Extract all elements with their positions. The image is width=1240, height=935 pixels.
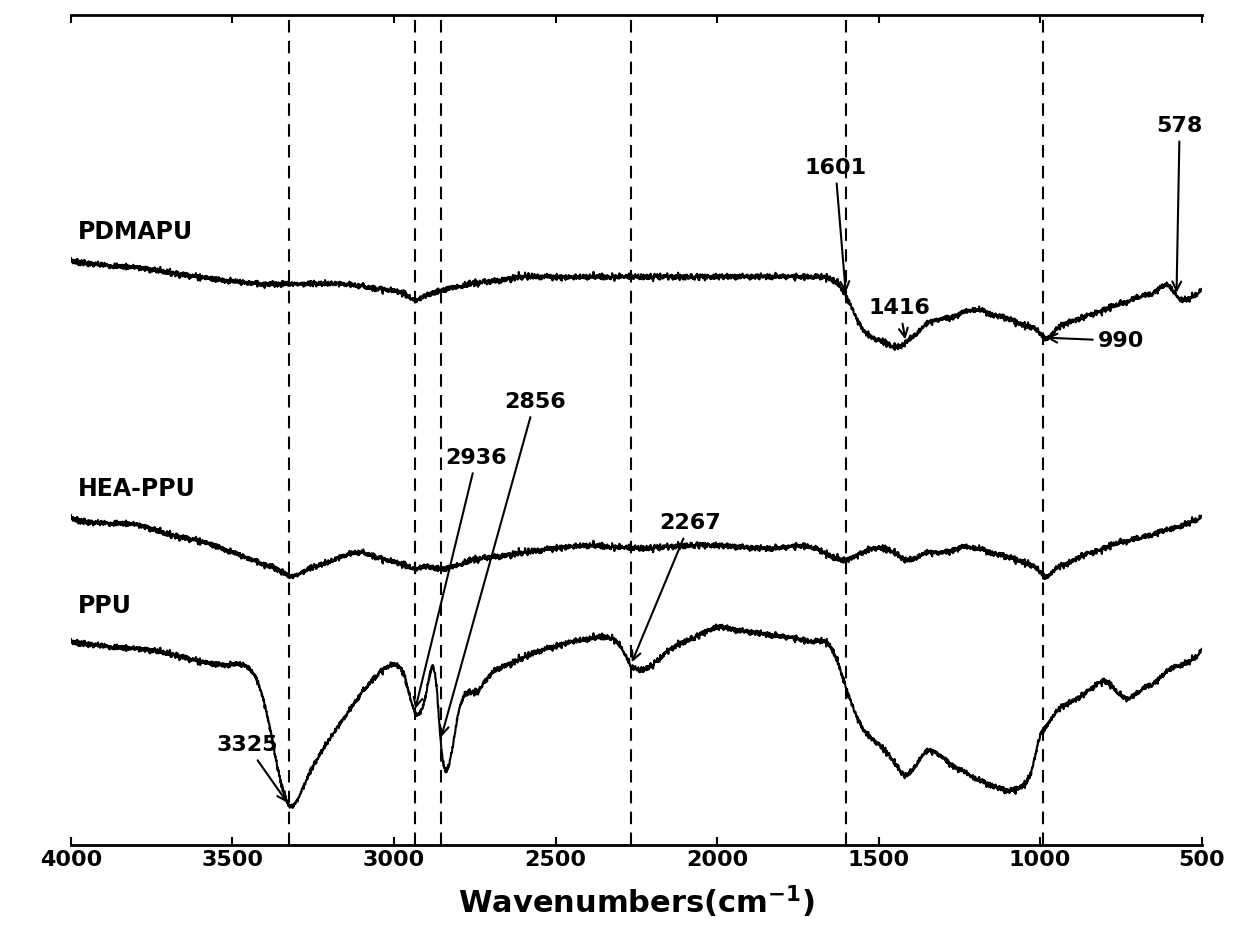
Text: 990: 990 [1049, 331, 1145, 351]
Text: 1416: 1416 [869, 298, 931, 338]
X-axis label: $\mathbf{Wavenumbers(cm^{-1})}$: $\mathbf{Wavenumbers(cm^{-1})}$ [458, 884, 815, 920]
Text: PPU: PPU [77, 594, 131, 618]
Text: 2936: 2936 [414, 448, 507, 707]
Text: PDMAPU: PDMAPU [77, 220, 192, 244]
Text: 1601: 1601 [805, 158, 867, 291]
Text: 578: 578 [1157, 116, 1203, 291]
Text: 2856: 2856 [440, 392, 565, 735]
Text: 2267: 2267 [632, 513, 720, 660]
Text: 3325: 3325 [216, 735, 286, 801]
Text: HEA-PPU: HEA-PPU [77, 477, 195, 501]
